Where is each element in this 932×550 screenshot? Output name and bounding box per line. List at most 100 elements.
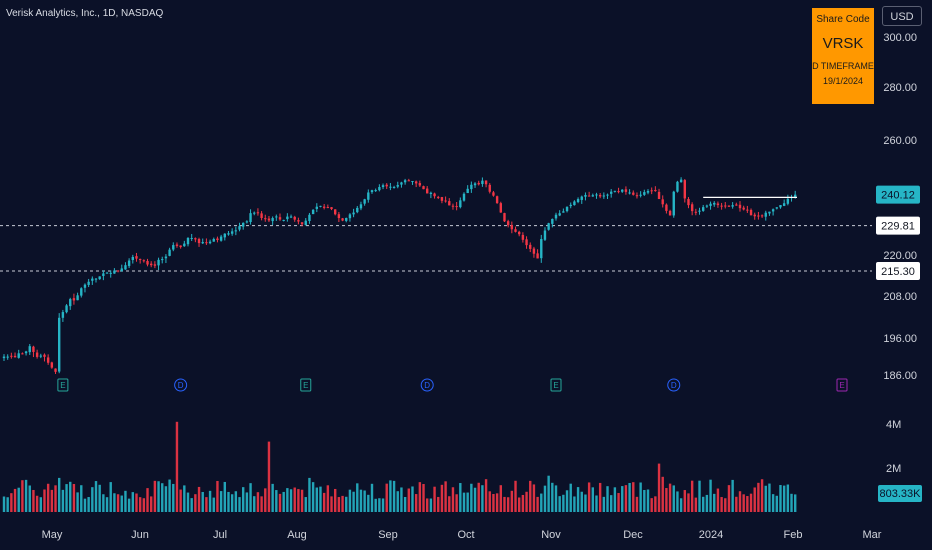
candle-body xyxy=(286,216,289,220)
candle-body xyxy=(591,195,594,197)
candle-body xyxy=(551,218,554,224)
volume-bar xyxy=(672,485,675,512)
candle-body xyxy=(219,236,223,241)
volume-bar xyxy=(359,489,363,512)
volume-bar xyxy=(466,492,469,512)
volume-bar xyxy=(116,494,120,512)
volume-bar xyxy=(628,482,631,512)
time-axis[interactable]: May Jun Jul Aug Sep Oct Nov Dec 2024 Feb Mar xyxy=(42,529,882,541)
candle-body xyxy=(411,181,414,183)
volume-bar xyxy=(551,482,554,512)
candle-body xyxy=(506,221,510,226)
volume-bar xyxy=(242,487,245,512)
volume-bar xyxy=(46,483,50,512)
volume-bar xyxy=(573,496,576,512)
volume-bar xyxy=(308,477,311,512)
volume-bar xyxy=(521,494,525,512)
earnings-marker[interactable] xyxy=(57,378,69,392)
volume-bar xyxy=(146,488,149,512)
volume-bar xyxy=(39,497,42,512)
candle-body xyxy=(429,192,433,194)
candle-body xyxy=(690,204,694,212)
chart-title: Verisk Analytics, Inc., 1D, NASDAQ xyxy=(6,8,164,19)
volume-bar xyxy=(304,497,307,512)
volume-bar xyxy=(370,483,374,512)
volume-bar xyxy=(459,483,462,512)
candle-body xyxy=(672,191,675,216)
earnings-marker[interactable] xyxy=(836,378,848,392)
candle-body xyxy=(392,186,396,188)
volume-bar xyxy=(253,496,256,512)
candle-body xyxy=(426,188,429,194)
volume-bar xyxy=(87,497,90,512)
volume-bar xyxy=(102,494,105,512)
candle-body xyxy=(249,213,252,223)
candle-body xyxy=(735,204,738,206)
volume-bar xyxy=(727,485,731,512)
candle-body xyxy=(738,204,742,209)
candle-body xyxy=(716,203,720,206)
earnings-marker[interactable] xyxy=(300,378,312,392)
candle-body xyxy=(363,199,366,204)
volume-bar xyxy=(392,480,396,512)
candle-body xyxy=(768,211,771,214)
volume-bar xyxy=(646,489,650,512)
volume-bar xyxy=(794,494,797,512)
candle-body xyxy=(536,253,539,259)
candle-body xyxy=(396,185,399,187)
candle-body xyxy=(407,180,410,182)
candle-body xyxy=(569,204,572,207)
event-marker-letter: D xyxy=(671,381,677,390)
candle-body xyxy=(720,205,723,207)
volume-bar xyxy=(80,485,83,512)
volume-bar xyxy=(2,496,6,512)
volume-bar xyxy=(109,482,112,512)
candle-body xyxy=(164,256,168,259)
candle-body xyxy=(98,276,101,280)
candle-body xyxy=(749,209,753,216)
volume-bar xyxy=(481,485,484,512)
candle-body xyxy=(50,362,54,368)
dividend-marker[interactable] xyxy=(420,378,434,392)
candle-body xyxy=(223,233,226,238)
level-price-label: 229.81 xyxy=(881,221,915,233)
volume-bar xyxy=(742,494,745,512)
volume-bar xyxy=(437,496,440,512)
price-axis[interactable]: 300.00 280.00 260.00 220.00 208.00 196.00 186.… xyxy=(876,32,922,502)
volume-bar xyxy=(768,483,771,512)
dividend-marker[interactable] xyxy=(667,378,681,392)
candle-body xyxy=(595,194,598,196)
candle-body xyxy=(610,191,613,194)
candle-body xyxy=(179,245,182,248)
candle-body xyxy=(289,216,293,218)
candle-body xyxy=(753,214,756,217)
candle-body xyxy=(153,264,157,266)
volume-bar xyxy=(731,479,734,512)
candle-body xyxy=(584,194,587,197)
candle-body xyxy=(650,190,653,192)
dividend-marker[interactable] xyxy=(174,378,188,392)
candle-body xyxy=(617,191,620,193)
candle-body xyxy=(282,219,285,221)
earnings-marker[interactable] xyxy=(550,378,562,392)
candle-body xyxy=(334,209,337,215)
candle-body xyxy=(275,216,278,218)
candle-body xyxy=(602,195,606,197)
volume-bar xyxy=(10,493,13,512)
candle-body xyxy=(234,230,238,232)
volume-bar xyxy=(473,487,477,512)
candle-body xyxy=(598,194,602,197)
candle-body xyxy=(102,273,105,276)
candle-body xyxy=(794,194,797,197)
volume-bar xyxy=(786,484,790,512)
candle-body xyxy=(462,193,466,201)
candle-body xyxy=(142,260,146,262)
candle-body xyxy=(385,184,388,187)
currency-button[interactable]: USD xyxy=(882,6,922,26)
volume-bar xyxy=(127,498,131,512)
candle-body xyxy=(17,353,20,358)
volume-bar xyxy=(547,475,550,512)
candle-body xyxy=(194,238,197,240)
volume-bar xyxy=(378,498,381,512)
